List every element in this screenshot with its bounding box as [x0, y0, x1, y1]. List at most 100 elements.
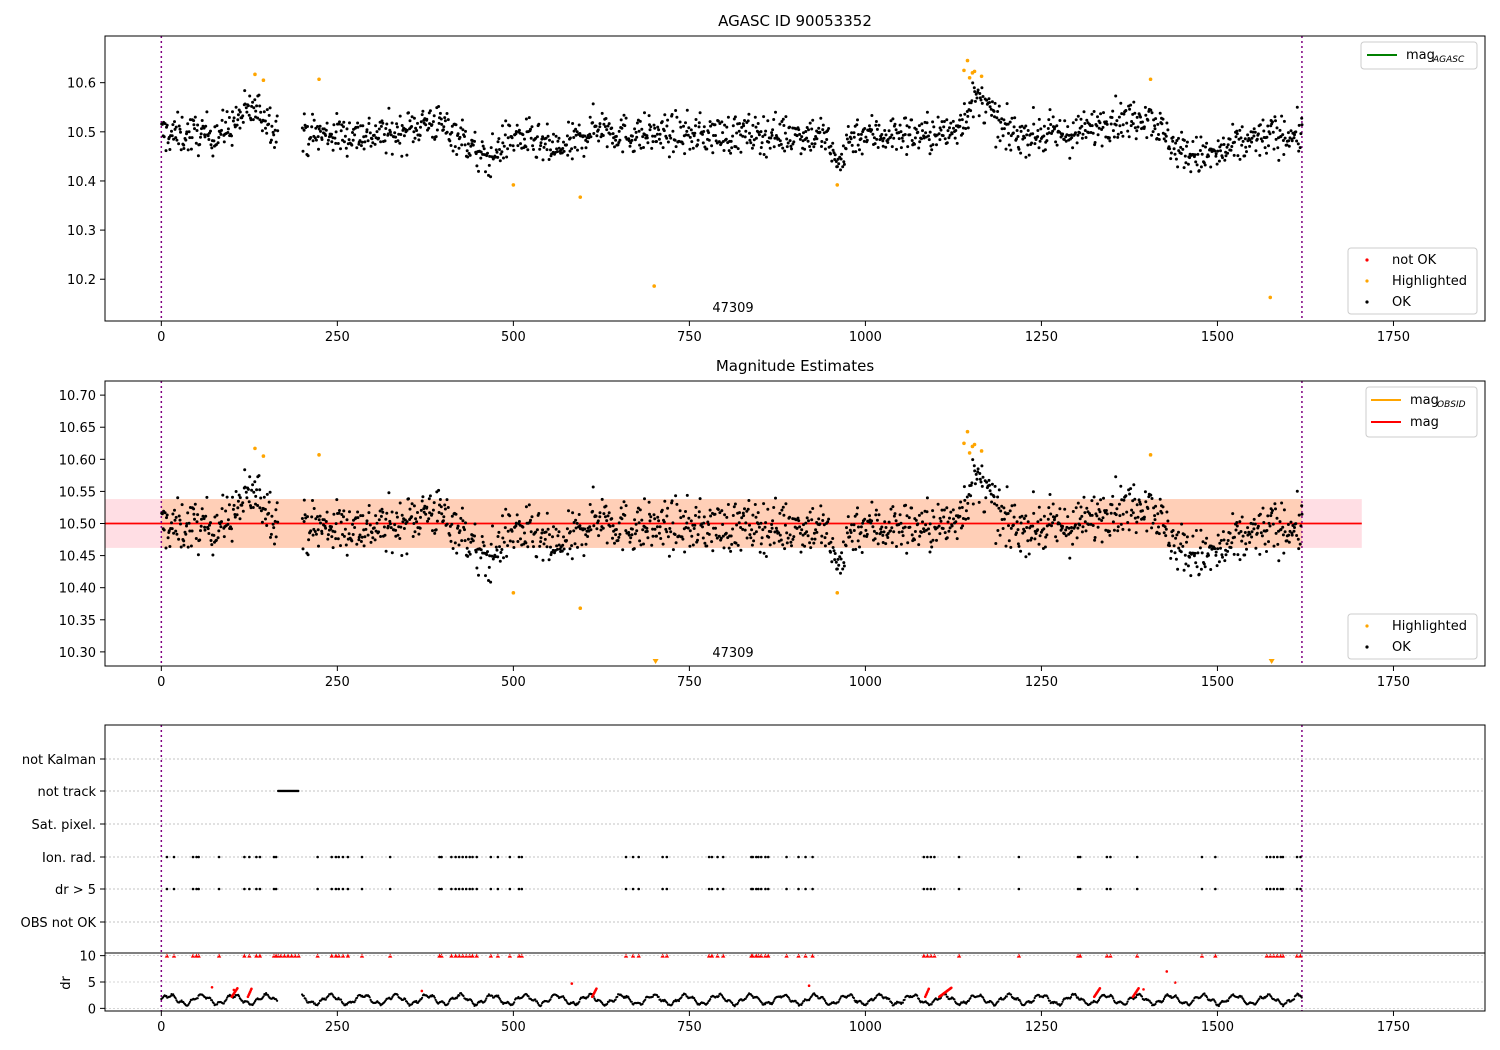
ok-point — [913, 136, 917, 140]
ok-point — [887, 129, 891, 133]
ok-point — [189, 544, 193, 548]
ok-point — [759, 521, 763, 525]
ok-point — [1045, 139, 1049, 143]
ok-point — [501, 536, 505, 540]
ok-point — [842, 162, 846, 166]
ok-point — [365, 519, 369, 523]
ok-point — [365, 522, 369, 525]
ok-point — [271, 522, 275, 526]
dr-point — [1258, 997, 1261, 1000]
ok-point — [505, 554, 509, 558]
ok-point — [1193, 153, 1197, 157]
ok-point — [591, 485, 595, 489]
dr-point — [717, 995, 720, 998]
ok-point — [891, 117, 895, 121]
dr-point — [630, 1000, 633, 1003]
ok-point — [445, 498, 449, 502]
dr-point — [241, 999, 244, 1002]
not-track-marker — [297, 789, 300, 793]
ok-point — [855, 123, 859, 127]
ok-point — [1267, 540, 1270, 544]
ok-point — [893, 122, 897, 126]
ok-point — [1049, 512, 1053, 516]
ok-point — [1158, 497, 1162, 501]
ok-point — [1143, 105, 1147, 109]
ok-point — [501, 141, 505, 145]
ok-point — [165, 123, 169, 127]
dr-gt-5-marker — [388, 887, 392, 891]
ok-point — [1081, 132, 1085, 136]
ok-point — [481, 144, 485, 148]
ok-point — [317, 127, 321, 131]
ok-point — [356, 516, 360, 520]
ok-point — [480, 535, 484, 538]
ok-point — [318, 514, 322, 518]
ok-point — [374, 514, 378, 518]
dr-point — [1033, 996, 1036, 1000]
ok-point — [215, 124, 219, 128]
ok-point — [1063, 119, 1067, 123]
ok-point — [306, 553, 310, 557]
ok-point — [841, 567, 845, 571]
ion-rad-marker — [754, 855, 758, 859]
ok-point — [1225, 542, 1229, 546]
ok-point — [1243, 154, 1247, 158]
ok-point — [527, 503, 531, 507]
ok-point — [512, 546, 516, 549]
ok-point — [894, 519, 898, 523]
ok-point — [1024, 514, 1028, 518]
dr-point — [787, 996, 790, 999]
ok-point — [1058, 119, 1062, 122]
ok-point — [1235, 132, 1239, 136]
ok-point — [1130, 508, 1134, 512]
ok-point — [741, 511, 745, 515]
dr-point — [616, 995, 619, 998]
ok-point — [570, 557, 574, 561]
ok-point — [607, 122, 611, 126]
ok-point — [589, 528, 593, 532]
ok-point — [697, 510, 701, 514]
dr-point — [1061, 1000, 1064, 1003]
dr-point — [788, 998, 791, 1001]
ok-point — [448, 533, 452, 537]
ok-point — [1287, 540, 1291, 544]
ok-point — [230, 527, 233, 531]
ok-point — [419, 120, 423, 124]
ok-point — [1230, 541, 1234, 545]
ok-point — [1164, 139, 1168, 143]
ok-point — [431, 135, 434, 139]
ok-point — [881, 144, 885, 148]
ok-point — [1272, 147, 1276, 151]
ok-point — [1169, 549, 1173, 553]
ok-point — [272, 133, 276, 137]
ok-point — [610, 517, 614, 521]
ok-point — [871, 525, 875, 529]
ok-point — [710, 144, 714, 148]
ok-point — [1133, 497, 1137, 501]
ok-point — [386, 524, 390, 528]
ok-point — [1182, 138, 1186, 142]
ok-point — [221, 108, 225, 112]
ok-point — [1283, 530, 1287, 534]
ok-point — [400, 513, 404, 517]
ok-point — [326, 142, 330, 146]
ok-point — [736, 543, 740, 547]
ok-point — [341, 533, 344, 536]
ok-point — [938, 532, 942, 536]
dr-gt-5-marker — [1105, 887, 1109, 891]
ok-point — [805, 126, 809, 129]
ok-point — [698, 111, 702, 115]
ok-point — [561, 147, 565, 150]
ok-point — [482, 544, 486, 548]
dr-point — [930, 1003, 933, 1006]
ok-point — [499, 152, 503, 156]
ok-point — [1281, 533, 1285, 537]
dr-point — [497, 994, 500, 997]
ok-point — [603, 125, 607, 129]
dr-not-ok-point — [236, 987, 239, 990]
ok-point — [617, 129, 621, 133]
ok-point — [1193, 551, 1197, 555]
ok-point — [224, 120, 228, 124]
ok-point — [785, 145, 789, 149]
ok-point — [757, 525, 761, 529]
